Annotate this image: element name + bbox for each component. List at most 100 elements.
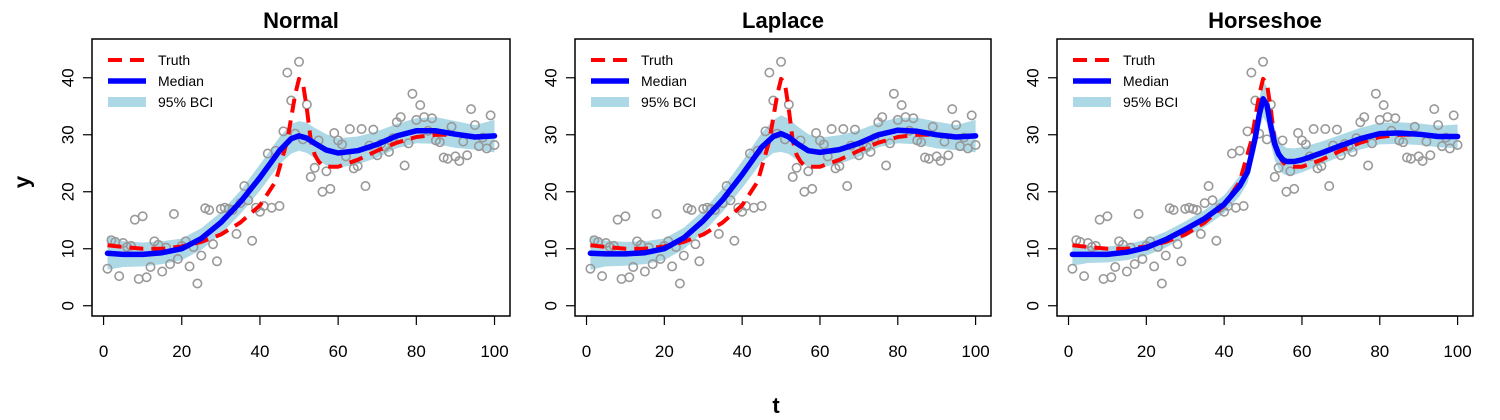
data-point <box>274 200 285 211</box>
data-point <box>655 254 666 265</box>
x-tick-label: 60 <box>1293 342 1312 361</box>
data-point <box>1320 124 1331 135</box>
data-point <box>145 261 156 272</box>
x-tick-label: 0 <box>1064 342 1073 361</box>
data-point <box>818 139 829 150</box>
data-point <box>211 256 222 267</box>
data-point <box>943 150 954 161</box>
data-point <box>1425 150 1436 161</box>
data-point <box>896 100 907 111</box>
data-point <box>764 67 775 78</box>
panel-normal: Normal 0 20 40 60 80 100 0 10 20 30 40 Truth Median 9… <box>59 8 511 361</box>
data-point <box>667 261 678 272</box>
data-point <box>908 113 919 124</box>
data-point <box>1172 239 1183 250</box>
data-point <box>791 162 802 173</box>
plot-area <box>1067 56 1463 289</box>
legend-median-label: Median <box>641 73 687 89</box>
legend-truth-label: Truth <box>641 52 673 68</box>
data-point <box>1331 124 1342 135</box>
data-point <box>1300 139 1311 150</box>
panel-title: Horseshoe <box>1208 8 1322 33</box>
data-point <box>102 263 113 274</box>
data-point <box>935 155 946 166</box>
data-point <box>639 266 650 277</box>
data-point <box>1448 110 1459 121</box>
data-point <box>686 204 697 215</box>
data-point <box>305 171 316 182</box>
data-point <box>1176 256 1187 267</box>
y-tick-label: 20 <box>542 182 561 201</box>
data-point <box>192 278 203 289</box>
data-point <box>301 99 312 110</box>
data-point <box>403 138 414 149</box>
data-point <box>1370 88 1381 99</box>
data-point <box>1285 166 1296 177</box>
data-point <box>395 112 406 123</box>
x-tick-label: 60 <box>811 342 830 361</box>
panel-laplace: Laplace 0 20 40 60 80 100 0 10 20 30 40 Truth Median… <box>542 8 992 361</box>
y-tick-label: 30 <box>542 125 561 144</box>
panel-horseshoe: Horseshoe 0 20 40 60 80 100 0 10 20 30 40 Truth Medi… <box>1024 8 1474 361</box>
data-point <box>787 171 798 182</box>
data-point <box>690 239 701 250</box>
x-tick-label: 80 <box>888 342 907 361</box>
data-point <box>399 160 410 171</box>
data-point <box>407 88 418 99</box>
data-point <box>1246 67 1257 78</box>
data-point <box>1079 271 1090 282</box>
data-point <box>1390 113 1401 124</box>
x-tick-label: 40 <box>1215 342 1234 361</box>
legend-bci-label: 95% BCI <box>158 94 213 110</box>
data-point <box>231 228 242 239</box>
data-point <box>309 162 320 173</box>
data-point <box>651 208 662 219</box>
data-point <box>1359 112 1370 123</box>
y-axis-title: y <box>10 175 35 188</box>
data-point <box>466 104 477 115</box>
data-point <box>1195 228 1206 239</box>
data-point <box>321 166 332 177</box>
data-point <box>927 121 938 132</box>
panel-title: Laplace <box>742 8 824 33</box>
plot-frame <box>91 38 511 317</box>
legend-bci-label: 95% BCI <box>1123 94 1178 110</box>
data-point <box>970 140 981 151</box>
plot-area <box>102 56 500 289</box>
x-axis-title: t <box>772 393 780 418</box>
data-point <box>165 259 176 270</box>
data-point <box>204 204 215 215</box>
data-point <box>114 271 125 282</box>
y-tick-label: 30 <box>1024 125 1043 144</box>
data-point <box>137 211 148 222</box>
data-point <box>1102 211 1113 222</box>
data-point <box>597 271 608 282</box>
data-point <box>329 128 340 139</box>
data-point <box>133 273 144 284</box>
x-tick-label: 0 <box>99 342 108 361</box>
data-point <box>729 235 740 246</box>
data-point <box>1191 204 1202 215</box>
data-point <box>628 261 639 272</box>
data-point <box>881 160 892 171</box>
data-point <box>266 202 277 213</box>
x-tick-label: 20 <box>655 342 674 361</box>
data-point <box>966 110 977 121</box>
data-point <box>1433 120 1444 131</box>
data-point <box>168 208 179 219</box>
data-point <box>1452 140 1463 151</box>
credible-band <box>590 115 976 270</box>
data-point <box>1149 261 1160 272</box>
data-point <box>172 254 183 265</box>
median-line <box>1069 96 1461 258</box>
data-point <box>1067 263 1078 274</box>
data-point <box>803 166 814 177</box>
y-tick-label: 10 <box>542 239 561 258</box>
x-tick-label: 40 <box>733 342 752 361</box>
data-point <box>674 278 685 289</box>
legend: Truth Median 95% BCI <box>591 52 696 110</box>
data-point <box>196 250 207 261</box>
data-point <box>1203 181 1214 192</box>
data-point <box>826 124 837 135</box>
data-point <box>624 272 635 283</box>
